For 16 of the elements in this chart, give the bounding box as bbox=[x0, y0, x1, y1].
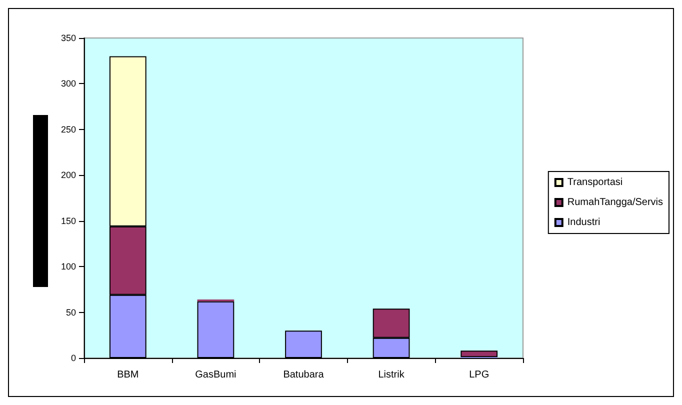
x-tick-label: Listrik bbox=[378, 370, 406, 380]
x-tick-label: BBM bbox=[117, 370, 139, 380]
y-tick-label: 100 bbox=[60, 262, 76, 272]
y-tick-label: 150 bbox=[60, 216, 76, 226]
x-tick-label: LPG bbox=[469, 370, 490, 380]
y-tick-label: 50 bbox=[66, 307, 76, 318]
y-tick-label: 200 bbox=[60, 170, 76, 180]
legend-label: Industri bbox=[567, 217, 600, 228]
y-tick-label: 300 bbox=[60, 78, 76, 89]
y-tick-label: 350 bbox=[60, 33, 76, 43]
y-tick-label: 0 bbox=[70, 353, 76, 363]
y-tick-label: 250 bbox=[60, 124, 76, 134]
legend-label: RumahTangga/Servis bbox=[567, 197, 664, 208]
x-tick-label: Batubara bbox=[283, 370, 324, 380]
legend-label: Transportasi bbox=[567, 177, 623, 188]
x-tick-label: GasBumi bbox=[195, 370, 236, 380]
